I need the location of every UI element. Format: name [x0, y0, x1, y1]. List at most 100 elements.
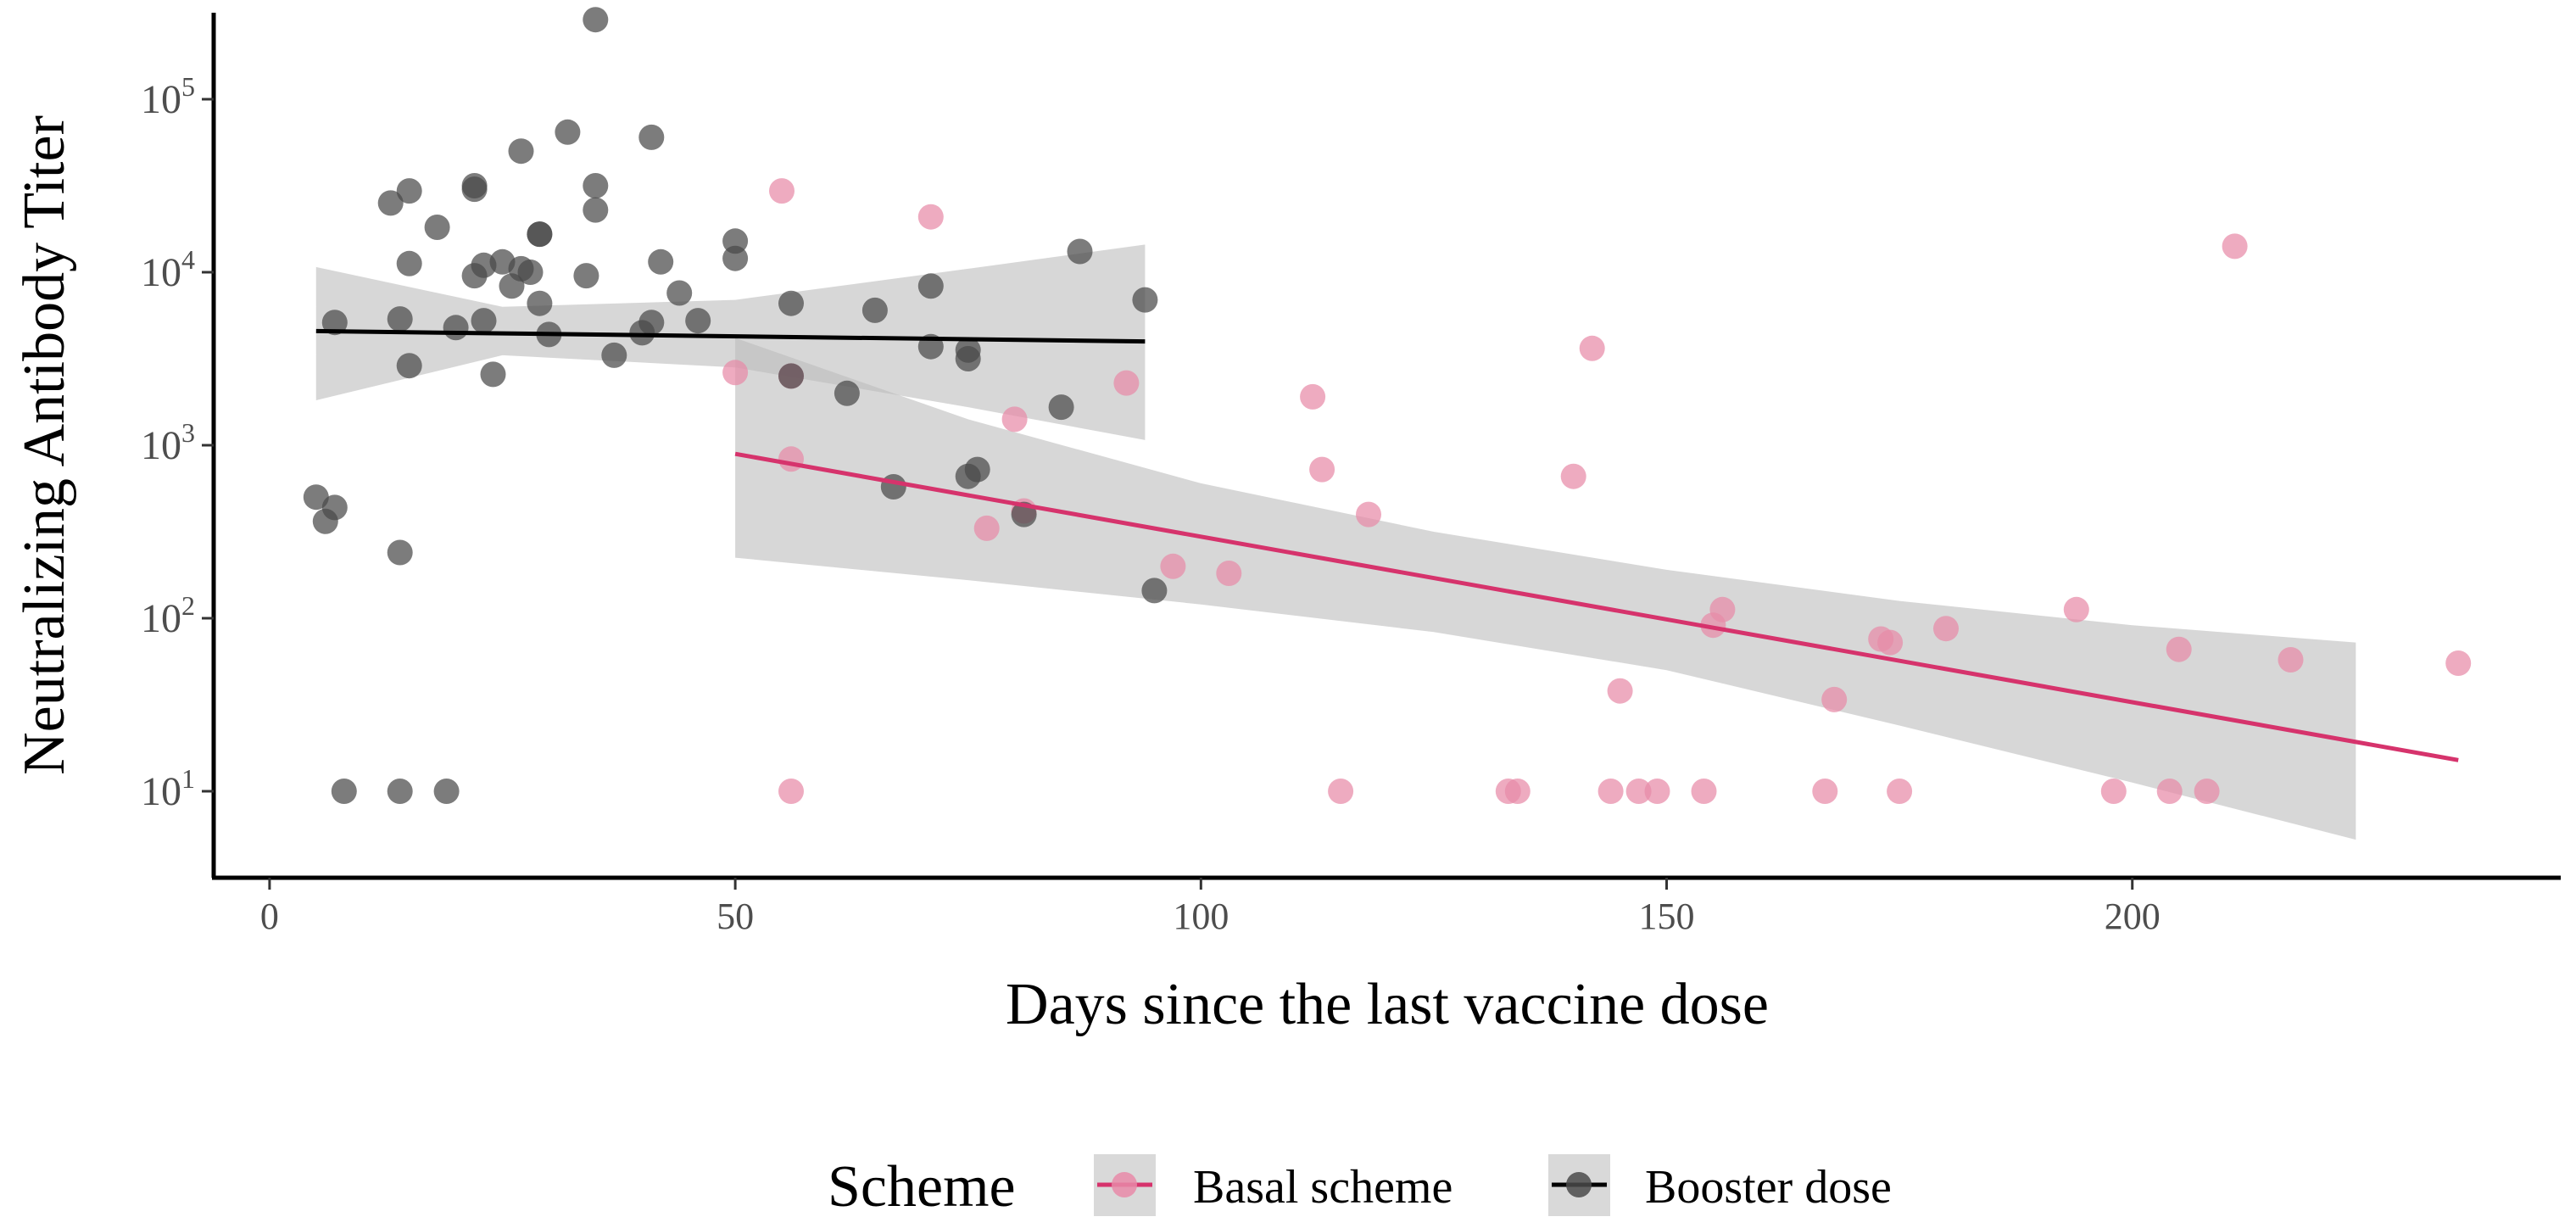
data-point-basal [1887, 779, 1913, 804]
data-point-booster [443, 315, 469, 341]
data-point-booster [396, 353, 422, 379]
data-point-booster [601, 342, 627, 368]
data-point-booster [778, 363, 804, 389]
data-point-booster [638, 124, 665, 150]
data-point-booster [1048, 394, 1074, 421]
y-tick-label: 103 [141, 417, 195, 468]
data-point-booster [396, 250, 422, 276]
trend-lines [315, 328, 2459, 762]
legend: Scheme Basal scheme Booster dose [828, 1154, 1892, 1220]
data-point-basal [1216, 561, 1242, 586]
data-point-booster [387, 539, 413, 566]
data-point-booster [685, 308, 711, 334]
data-point-booster [508, 138, 534, 165]
data-point-booster [964, 456, 990, 483]
data-point-booster [861, 297, 888, 323]
data-point-booster [917, 273, 944, 299]
x-tick-label: 100 [1173, 896, 1229, 937]
data-point-booster [303, 484, 329, 511]
x-axis-title: Days since the last vaccine dose [1006, 972, 1769, 1037]
data-point-booster [1132, 287, 1158, 313]
data-point-basal [1160, 553, 1186, 579]
data-point-booster [527, 221, 553, 248]
data-point-booster [433, 779, 460, 804]
data-point-basal [1933, 616, 1959, 642]
x-tick-label: 150 [1639, 896, 1695, 937]
data-point-basal [973, 515, 1000, 541]
data-point-basal [769, 178, 795, 204]
data-point-basal [1877, 629, 1904, 656]
data-point-booster [1067, 238, 1093, 265]
data-point-booster [321, 310, 348, 336]
data-point-booster [331, 779, 357, 804]
data-point-booster [880, 474, 906, 500]
data-point-basal [1309, 456, 1335, 483]
data-point-basal [1644, 779, 1670, 804]
data-point-booster [424, 215, 450, 240]
x-tick-label: 0 [260, 896, 279, 937]
x-tick-label: 200 [2105, 896, 2161, 937]
data-point-basal [1328, 779, 1354, 804]
data-point-basal [1812, 779, 1838, 804]
data-point-booster [583, 197, 609, 223]
y-axis-ticks: 101 102 103 104 105 [141, 71, 214, 814]
x-axis-ticks: 0 50 100 150 200 [260, 878, 2161, 937]
y-axis-title: Neutralizing Antibody Titer [12, 115, 77, 775]
data-point-basal [2278, 647, 2304, 673]
data-point-basal [1300, 383, 1326, 410]
data-point-basal [778, 779, 804, 804]
data-point-booster [573, 263, 599, 289]
data-point-booster [387, 306, 413, 332]
data-point-booster [377, 190, 404, 216]
data-point-booster [461, 176, 488, 203]
data-point-booster [583, 7, 609, 33]
legend-point-basal [1112, 1172, 1137, 1197]
data-point-basal [2445, 650, 2472, 676]
data-point-basal [1691, 779, 1717, 804]
data-point-basal [1607, 678, 1633, 704]
data-point-booster [666, 280, 693, 306]
data-point-basal [2222, 233, 2248, 260]
data-point-booster [834, 380, 860, 406]
data-point-basal [1001, 406, 1028, 433]
data-point-basal [2100, 779, 2127, 804]
data-point-basal [1579, 335, 1605, 361]
data-point-basal [2166, 636, 2192, 662]
data-point-basal [1504, 779, 1531, 804]
data-point-basal [2063, 596, 2089, 622]
data-point-booster [517, 260, 544, 285]
data-point-basal [1597, 779, 1624, 804]
data-point-booster [321, 494, 348, 521]
data-point-booster [471, 308, 497, 334]
data-points [303, 7, 2472, 804]
data-point-basal [1356, 501, 1381, 527]
data-point-booster [387, 779, 413, 804]
data-point-basal [1709, 596, 1736, 622]
data-point-basal [722, 360, 749, 386]
data-point-booster [722, 245, 749, 271]
y-tick-label: 105 [141, 71, 195, 122]
data-point-booster [638, 310, 665, 336]
y-tick-label: 101 [141, 763, 195, 814]
legend-point-booster [1566, 1172, 1592, 1197]
data-point-booster [583, 173, 609, 198]
data-point-basal [917, 204, 944, 230]
data-point-booster [778, 290, 804, 316]
data-point-booster [480, 361, 506, 388]
data-point-booster [527, 290, 553, 316]
data-point-booster [648, 248, 674, 275]
trend-line-basal [734, 451, 2459, 762]
trend-line-booster [315, 328, 1146, 344]
data-point-basal [778, 446, 804, 472]
data-point-basal [1113, 370, 1140, 396]
data-point-booster [1141, 578, 1168, 604]
y-tick-label: 104 [141, 244, 195, 295]
data-point-basal [2194, 779, 2220, 804]
data-point-booster [555, 119, 581, 145]
data-point-basal [2156, 779, 2183, 804]
legend-label-basal: Basal scheme [1193, 1161, 1452, 1214]
data-point-basal [1625, 779, 1652, 804]
data-point-basal [1560, 463, 1586, 489]
legend-title: Scheme [828, 1154, 1016, 1220]
data-point-booster [396, 178, 422, 204]
